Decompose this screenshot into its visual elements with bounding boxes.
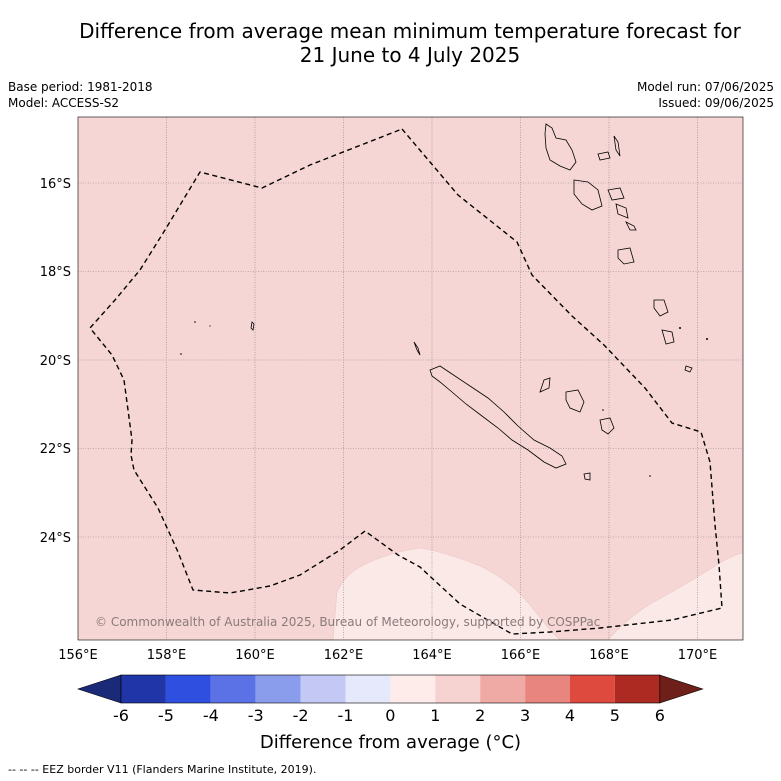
colorbar: -6 -5 -4 -3 -2 -1 0 1 2 3 4 5 6 bbox=[77, 674, 704, 725]
lon-label: 156°E bbox=[58, 648, 98, 663]
chart-title: Difference from average mean minimum tem… bbox=[40, 19, 780, 67]
colorbar-tick-label: -4 bbox=[203, 706, 219, 725]
lon-label: 162°E bbox=[324, 648, 364, 663]
colorbar-tick-label: 5 bbox=[610, 706, 620, 725]
colorbar-tick-label: -6 bbox=[113, 706, 129, 725]
footer-note: -- -- -- EEZ border V11 (Flanders Marine… bbox=[8, 763, 317, 776]
colorbar-swatch bbox=[614, 675, 660, 703]
small-islands bbox=[180, 321, 708, 477]
colorbar-tick-label: 3 bbox=[520, 706, 530, 725]
lat-label: 16°S bbox=[40, 177, 71, 192]
colorbar-tick-label: 2 bbox=[475, 706, 485, 725]
colorbar-swatch bbox=[165, 675, 211, 703]
colorbar-title: Difference from average (°C) bbox=[259, 732, 522, 753]
colorbar-swatch bbox=[255, 675, 301, 703]
lat-tick-labels: 16°S 18°S 20°S 22°S 24°S bbox=[40, 177, 71, 546]
meta-right: Model run: 07/06/2025 Issued: 09/06/2025 bbox=[637, 79, 774, 111]
anomaly-region-0-to-1 bbox=[332, 547, 743, 640]
meta-left: Base period: 1981-2018 Model: ACCESS-S2 bbox=[8, 79, 153, 111]
lon-label: 158°E bbox=[147, 648, 187, 663]
colorbar-swatch bbox=[390, 675, 436, 703]
colorbar-tick-label: -1 bbox=[338, 706, 354, 725]
colorbar-over-arrow bbox=[659, 674, 704, 704]
colorbar-tick-label: 0 bbox=[385, 706, 395, 725]
colorbar-tick-label: -5 bbox=[158, 706, 174, 725]
lon-label: 168°E bbox=[589, 648, 629, 663]
lat-label: 22°S bbox=[40, 442, 71, 457]
base-period: Base period: 1981-2018 bbox=[8, 80, 153, 94]
lat-label: 18°S bbox=[40, 265, 71, 280]
new-caledonia-mainland bbox=[429, 365, 567, 469]
map-frame bbox=[77, 116, 744, 641]
vanuatu-islands bbox=[544, 123, 577, 171]
lon-tick-labels: 156°E 158°E 160°E 162°E 164°E 166°E 168°… bbox=[58, 648, 717, 663]
colorbar-tick-label: 1 bbox=[430, 706, 440, 725]
lat-label: 20°S bbox=[40, 354, 71, 369]
lon-label: 166°E bbox=[501, 648, 541, 663]
copyright-notice: © Commonwealth of Australia 2025, Bureau… bbox=[95, 615, 600, 629]
lat-label: 24°S bbox=[40, 531, 71, 546]
colorbar-swatch bbox=[480, 675, 526, 703]
colorbar-swatch bbox=[121, 675, 166, 703]
title-line-2: 21 June to 4 July 2025 bbox=[299, 43, 521, 67]
colorbar-swatch bbox=[525, 675, 570, 703]
model-run: Model run: 07/06/2025 bbox=[636, 80, 774, 94]
model-name: Model: ACCESS-S2 bbox=[8, 96, 120, 110]
title-line-1: Difference from average mean minimum tem… bbox=[79, 19, 741, 43]
colorbar-swatch bbox=[435, 675, 481, 703]
lon-label: 160°E bbox=[235, 648, 275, 663]
lon-label: 170°E bbox=[678, 648, 718, 663]
colorbar-tick-label: 6 bbox=[655, 706, 665, 725]
colorbar-tick-label: -3 bbox=[248, 706, 264, 725]
colorbar-tick-label: -2 bbox=[293, 706, 309, 725]
lon-label: 164°E bbox=[412, 648, 452, 663]
colorbar-tick-label: 4 bbox=[565, 706, 575, 725]
colorbar-swatch bbox=[345, 675, 391, 703]
coastlines bbox=[250, 123, 693, 481]
colorbar-frame bbox=[120, 674, 661, 704]
colorbar-swatch bbox=[570, 675, 615, 703]
colorbar-under-arrow bbox=[77, 674, 122, 704]
issued-date: Issued: 09/06/2025 bbox=[658, 96, 774, 110]
colorbar-swatch bbox=[210, 675, 256, 703]
colorbar-swatch bbox=[300, 675, 346, 703]
gridlines bbox=[78, 117, 743, 640]
eez-border bbox=[89, 128, 723, 635]
